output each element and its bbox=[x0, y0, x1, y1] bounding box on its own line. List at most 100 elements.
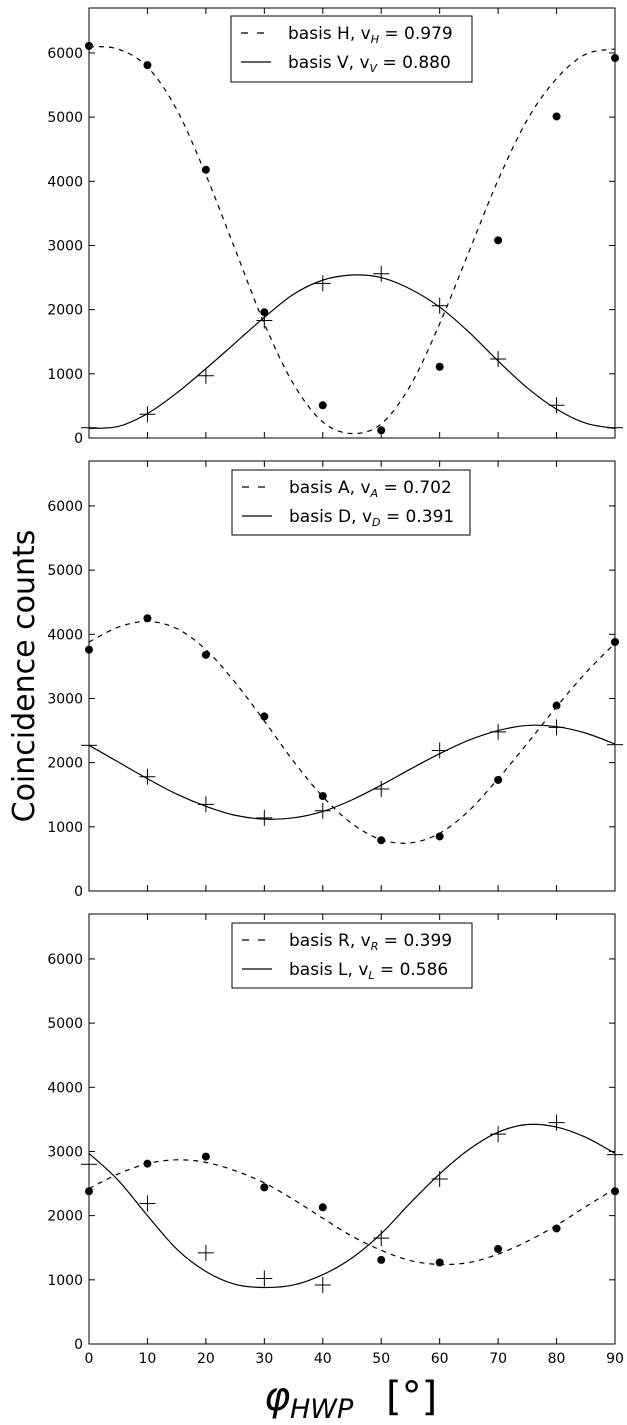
data-point-D bbox=[548, 719, 565, 736]
y-tick-label: 5000 bbox=[47, 110, 83, 126]
x-tick-label: 30 bbox=[255, 1351, 273, 1367]
y-tick-label: 6000 bbox=[47, 952, 83, 968]
data-point-L bbox=[256, 1270, 273, 1287]
data-point-R bbox=[552, 1224, 561, 1233]
fit-curve-V bbox=[89, 274, 615, 429]
data-point-H bbox=[318, 401, 327, 410]
legend-label-subscript: H bbox=[371, 33, 379, 46]
x-tick-label: 90 bbox=[606, 1351, 624, 1367]
data-point-L bbox=[81, 1156, 97, 1173]
data-point-H bbox=[611, 54, 619, 63]
legend-box bbox=[231, 922, 473, 989]
x-tick-label: 70 bbox=[489, 1351, 507, 1367]
legend-label-value: = 0.979 bbox=[379, 24, 453, 44]
data-point-L bbox=[197, 1244, 214, 1261]
x-tick-label: 40 bbox=[314, 1351, 332, 1367]
legend-label-value: = 0.399 bbox=[378, 931, 452, 951]
data-point-R bbox=[611, 1187, 619, 1196]
y-tick-label: 6000 bbox=[47, 46, 83, 62]
legend-label-D: basis D, vD = 0.391 bbox=[289, 507, 454, 529]
y-tick-label: 4000 bbox=[47, 1080, 83, 1096]
data-point-V bbox=[431, 297, 448, 314]
data-point-R bbox=[494, 1245, 503, 1254]
data-point-H bbox=[494, 236, 503, 245]
y-tick-label: 0 bbox=[74, 1337, 83, 1353]
legend-label-R: basis R, vR = 0.399 bbox=[289, 931, 452, 953]
data-point-R bbox=[260, 1183, 269, 1192]
legend-label-text: basis D, v bbox=[289, 507, 372, 527]
data-point-R bbox=[201, 1152, 210, 1161]
legend-label-text: basis V, v bbox=[288, 53, 370, 73]
legend-label-value: = 0.880 bbox=[377, 53, 451, 73]
data-point-A bbox=[611, 637, 619, 646]
data-point-V bbox=[314, 275, 331, 292]
data-point-A bbox=[85, 645, 93, 654]
y-tick-label: 5000 bbox=[47, 1016, 83, 1032]
data-point-A bbox=[377, 836, 386, 845]
legend-label-subscript: R bbox=[371, 940, 379, 953]
x-axis-label-subscript: HWP bbox=[290, 1394, 354, 1421]
data-point-H bbox=[435, 362, 444, 371]
y-axis-label: Coincidence counts bbox=[7, 530, 42, 823]
x-axis-label: φ HWP [°] bbox=[264, 1374, 437, 1425]
data-point-D bbox=[139, 768, 156, 785]
legend-label-text: basis A, v bbox=[289, 478, 371, 498]
data-point-L bbox=[548, 1114, 565, 1131]
chart-panel-2: 0 1000 2000 3000 4000 5000 6000 basis A, vA = 0… bbox=[47, 460, 623, 900]
y-tick-label: 2000 bbox=[47, 756, 83, 772]
x-tick-label: 10 bbox=[139, 1351, 157, 1367]
data-point-V bbox=[548, 397, 565, 414]
y-tick-label: 0 bbox=[74, 431, 83, 447]
data-point-R bbox=[85, 1187, 93, 1196]
y-tick-label: 2000 bbox=[47, 303, 83, 319]
data-point-A bbox=[552, 701, 561, 710]
axes-frame bbox=[88, 460, 616, 892]
data-point-H bbox=[201, 165, 210, 174]
data-point-A bbox=[435, 832, 444, 841]
legend: basis H, vH = 0.979 basis V, vV = 0.880 bbox=[230, 15, 473, 83]
legend-label-text: basis R, v bbox=[289, 931, 371, 951]
x-tick-label: 60 bbox=[431, 1351, 449, 1367]
legend-label-L: basis L, vL = 0.586 bbox=[289, 960, 448, 982]
data-point-A bbox=[143, 614, 152, 623]
legend-box bbox=[231, 469, 471, 536]
data-point-D bbox=[431, 742, 448, 759]
data-point-A bbox=[494, 775, 503, 784]
y-tick-label: 4000 bbox=[47, 627, 83, 643]
data-point-D bbox=[81, 737, 97, 754]
fit-curve-D bbox=[89, 724, 615, 820]
x-axis-label-unit: [°] bbox=[386, 1374, 437, 1420]
y-tick-label: 5000 bbox=[47, 563, 83, 579]
legend: basis A, vA = 0.702 basis D, vD = 0.391 bbox=[231, 469, 471, 536]
data-point-L bbox=[139, 1195, 156, 1212]
y-tick-label: 1000 bbox=[47, 1273, 83, 1289]
data-point-D bbox=[197, 796, 214, 813]
data-point-L bbox=[373, 1230, 390, 1247]
legend: basis R, vR = 0.399 basis L, vL = 0.586 bbox=[231, 922, 473, 989]
legend-label-A: basis A, vA = 0.702 bbox=[289, 478, 452, 500]
legend-label-H: basis H, vH = 0.979 bbox=[288, 24, 453, 46]
axes-frame bbox=[88, 7, 616, 439]
data-point-V bbox=[139, 406, 156, 423]
x-tick-label: 0 bbox=[85, 1351, 94, 1367]
legend-label-text: basis H, v bbox=[288, 24, 371, 44]
y-tick-label: 1000 bbox=[47, 820, 83, 836]
data-point-H bbox=[377, 426, 386, 435]
x-tick-label: 80 bbox=[548, 1351, 566, 1367]
data-point-R bbox=[143, 1159, 152, 1168]
x-tick-label: 50 bbox=[372, 1351, 390, 1367]
data-point-V bbox=[197, 367, 214, 384]
data-point-R bbox=[435, 1258, 444, 1267]
data-point-V bbox=[81, 419, 97, 436]
legend-label-subscript: D bbox=[372, 516, 380, 529]
data-point-A bbox=[318, 792, 327, 801]
data-point-V bbox=[607, 419, 623, 436]
legend-label-text: basis L, v bbox=[289, 960, 368, 980]
data-point-H bbox=[260, 308, 269, 317]
fit-curve-A bbox=[89, 620, 615, 844]
data-point-D bbox=[256, 809, 273, 826]
y-tick-label: 3000 bbox=[47, 238, 83, 254]
legend-label-subscript: L bbox=[368, 969, 374, 982]
y-tick-label: 2000 bbox=[47, 1209, 83, 1225]
